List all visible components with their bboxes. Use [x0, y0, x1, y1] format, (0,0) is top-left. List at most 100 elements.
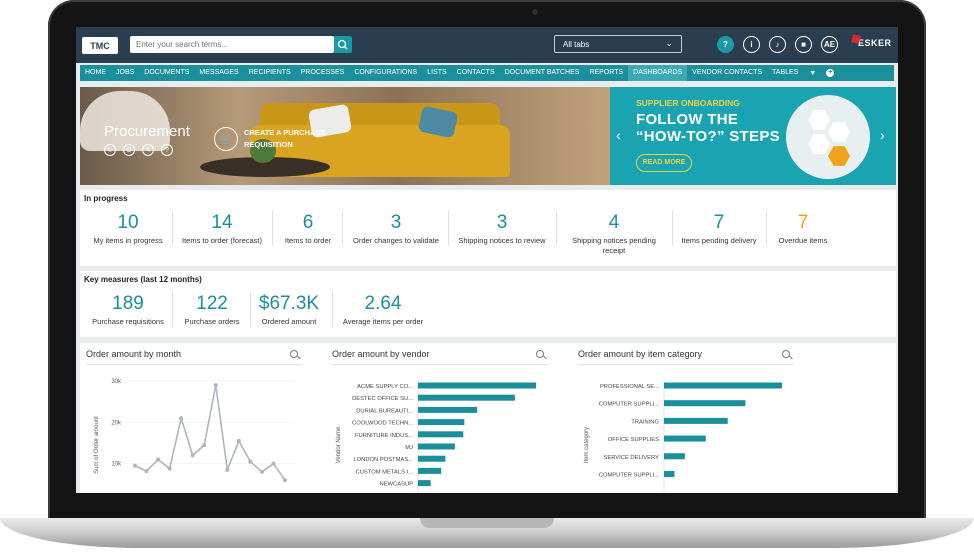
category-label: TRAINING	[631, 419, 659, 425]
data-point	[190, 453, 195, 458]
category-label: DURIAL BUREAUTI...	[356, 408, 413, 414]
bell-icon[interactable]: ♪	[769, 36, 786, 53]
kpi-value: 6	[302, 212, 314, 233]
nav-lists[interactable]: LISTS	[427, 69, 447, 76]
series-line	[134, 384, 286, 481]
bar	[664, 400, 746, 407]
help-icon[interactable]: ?	[161, 144, 173, 156]
data-point	[202, 443, 207, 448]
user-avatar[interactable]: AE	[821, 36, 838, 53]
category-label: COMPUTER SUPPLI...	[599, 402, 660, 408]
cart-icon[interactable]: 🛒	[214, 127, 238, 151]
category-label: MJ	[405, 445, 413, 451]
read-more-button[interactable]: READ MORE	[636, 154, 692, 172]
search-button[interactable]	[334, 36, 352, 53]
zoom-icon[interactable]	[782, 350, 790, 358]
nav-recipients[interactable]: RECIPIENTS	[248, 69, 291, 76]
refresh-icon[interactable]: ↻	[104, 144, 116, 156]
kpi-purchase-requisitions[interactable]: 189 Purchase requisitions	[86, 293, 170, 327]
category-label: PROFESSIONAL SE...	[600, 384, 659, 390]
in-progress-card: In progress 10 My items in progress 14 I…	[80, 190, 896, 266]
y-tick-label: 30k	[111, 379, 122, 385]
kpi-items-to-order[interactable]: 6 Items to order	[276, 212, 340, 246]
kpi-label: My items in progress	[93, 236, 163, 245]
kpi-label: Shipping notices pending receipt	[572, 236, 656, 255]
promo-subtitle: SUPPLIER ONBOARDING	[636, 98, 740, 108]
kpi-overdue-items[interactable]: 7 Overdue items	[770, 212, 836, 246]
nav-configurations[interactable]: CONFIGURATIONS	[354, 69, 418, 76]
kpi-ordered-amount[interactable]: $67.3K Ordered amount	[252, 293, 326, 327]
add-tab-icon[interactable]: +	[826, 69, 835, 77]
nav-home[interactable]: HOME	[85, 69, 106, 76]
data-point	[271, 461, 276, 466]
help-icon[interactable]: ?	[717, 36, 734, 53]
category-label: OFFICE SUPPLIES	[608, 437, 659, 443]
kpi-average-items[interactable]: 2.64 Average items per order	[336, 293, 430, 327]
key-measures-title: Key measures (last 12 months)	[84, 275, 202, 284]
zoom-icon[interactable]	[290, 350, 298, 358]
bar	[418, 431, 464, 438]
data-point	[179, 416, 184, 421]
hexagon-shape	[808, 134, 830, 154]
vendor-bar-chart: Vendor Name ACME SUPPLY CO... DESTEC OFFIC…	[336, 379, 536, 493]
table-shape	[200, 157, 330, 177]
kpi-value: 3	[496, 212, 508, 233]
kpi-order-changes[interactable]: 3 Order changes to validate	[346, 212, 446, 246]
more-tabs-icon[interactable]: ▼	[809, 69, 817, 77]
in-progress-title: In progress	[84, 194, 128, 203]
kpi-items-forecast[interactable]: 14 Items to order (forecast)	[176, 212, 268, 246]
nav-document-batches[interactable]: DOCUMENT BATCHES	[504, 69, 580, 76]
kpi-value: 7	[797, 212, 809, 233]
kpi-purchase-orders[interactable]: 122 Purchase orders	[176, 293, 248, 327]
banner-photo: Procurement ↻ ⚙ ✎ ? 🛒 CREATE A PURCHASE …	[80, 87, 610, 185]
kpi-items-pending-delivery[interactable]: 7 Items pending delivery	[676, 212, 762, 246]
kpi-value: 10	[117, 212, 139, 233]
nav-jobs[interactable]: JOBS	[116, 69, 135, 76]
nav-messages[interactable]: MESSAGES	[199, 69, 239, 76]
edit-icon[interactable]: ✎	[142, 144, 154, 156]
chevron-right-icon[interactable]: ›	[880, 127, 885, 143]
chevron-left-icon[interactable]: ‹	[616, 127, 621, 143]
nav-tables[interactable]: TABLES	[772, 69, 799, 76]
kpi-label: Items pending delivery	[681, 236, 757, 245]
bar	[418, 455, 446, 462]
divider	[332, 291, 333, 327]
nav-processes[interactable]: PROCESSES	[300, 69, 345, 76]
bar	[418, 394, 515, 401]
tab-selector[interactable]: All tabs ⌄	[554, 35, 682, 53]
hexagon-shape	[828, 146, 850, 166]
divider	[172, 291, 173, 327]
bar	[418, 467, 442, 474]
chevron-down-icon: ⌄	[665, 38, 673, 48]
search-input[interactable]	[130, 36, 334, 53]
chair-shape	[80, 91, 170, 151]
lock-icon[interactable]: ■	[795, 36, 812, 53]
tab-selector-value: All tabs	[563, 40, 590, 49]
hexagon-illustration	[786, 95, 870, 179]
divider	[342, 210, 343, 246]
kpi-value: $67.3K	[258, 293, 320, 314]
settings-icon[interactable]: ⚙	[123, 144, 135, 156]
data-point	[144, 469, 149, 474]
key-measures-card: Key measures (last 12 months) 189 Purcha…	[80, 271, 896, 337]
divider	[332, 364, 548, 365]
bar	[664, 382, 782, 389]
nav-reports[interactable]: REPORTS	[589, 69, 624, 76]
info-icon[interactable]: i	[743, 36, 760, 53]
kpi-label: Items to order (forecast)	[181, 236, 263, 245]
create-requisition-link[interactable]: CREATE A PURCHASE REQUISITION	[244, 128, 326, 149]
nav-vendor-contacts[interactable]: VENDOR CONTACTS	[692, 69, 763, 76]
bar	[418, 406, 477, 413]
nav-documents[interactable]: DOCUMENTS	[144, 69, 190, 76]
kpi-label: Ordered amount	[261, 317, 317, 326]
kpi-value: 14	[211, 212, 233, 233]
nav-dashboards[interactable]: DASHBOARDS	[628, 65, 688, 81]
kpi-shipping-notices-pending[interactable]: 4 Shipping notices pending receipt	[560, 212, 668, 256]
nav-contacts[interactable]: CONTACTS	[456, 69, 495, 76]
zoom-icon[interactable]	[536, 350, 544, 358]
data-point	[259, 469, 264, 474]
kpi-my-items[interactable]: 10 My items in progress	[86, 212, 170, 246]
kpi-shipping-notices-review[interactable]: 3 Shipping notices to review	[452, 212, 552, 246]
tmc-logo[interactable]: TMC	[82, 37, 118, 54]
bar	[418, 382, 536, 389]
